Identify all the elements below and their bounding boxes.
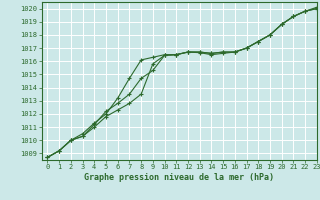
X-axis label: Graphe pression niveau de la mer (hPa): Graphe pression niveau de la mer (hPa)	[84, 173, 274, 182]
